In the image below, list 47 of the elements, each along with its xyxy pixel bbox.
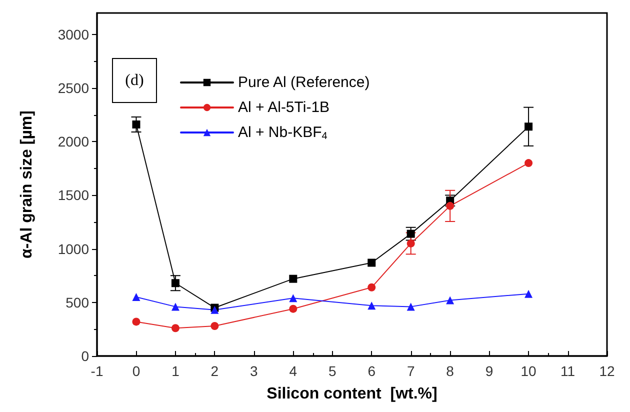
annotation: (d) xyxy=(125,72,144,89)
point xyxy=(289,274,298,283)
point xyxy=(132,120,140,128)
point xyxy=(132,293,140,302)
x-tick-label: 5 xyxy=(328,363,336,379)
y-tick-label: 500 xyxy=(66,294,90,310)
y-tick-label: 1000 xyxy=(58,240,90,257)
x-tick-label: 10 xyxy=(520,363,537,379)
x-tick-label: 8 xyxy=(446,363,454,379)
point xyxy=(406,302,415,311)
x-tick-label: 2 xyxy=(210,363,219,379)
point xyxy=(368,283,376,292)
point xyxy=(524,159,533,168)
legend-label: Pure Al (Reference) xyxy=(238,74,370,91)
x-tick-label: 11 xyxy=(560,363,576,379)
point xyxy=(524,122,533,131)
y-tick-label: 0 xyxy=(81,348,90,364)
x-tick-label: 6 xyxy=(368,363,376,379)
point xyxy=(171,324,180,332)
x-tick-label: 12 xyxy=(599,363,615,379)
y-tick-label: 1500 xyxy=(58,187,90,204)
y-tick-label: 2000 xyxy=(58,134,90,150)
x-tick-label: 9 xyxy=(485,363,494,379)
point xyxy=(406,230,415,238)
point xyxy=(368,302,376,310)
point xyxy=(132,318,140,326)
point xyxy=(289,304,298,313)
x-tick-label: 3 xyxy=(250,363,258,379)
x-tick-label: 4 xyxy=(289,363,298,379)
point xyxy=(446,202,454,210)
x-tick-label: 0 xyxy=(132,363,140,379)
y-axis-title: α-Al grain size [µm] xyxy=(18,110,36,258)
point xyxy=(406,239,415,248)
point xyxy=(524,290,533,298)
point xyxy=(446,296,454,304)
x-axis-title: Silicon content [wt.%] xyxy=(266,386,438,402)
x-tick-label: 1 xyxy=(172,363,180,379)
y-tick-label: 3000 xyxy=(58,26,90,42)
point xyxy=(368,258,376,267)
point xyxy=(210,322,219,330)
point xyxy=(289,294,298,302)
y-tick-label: 2500 xyxy=(58,80,90,96)
legend-label: Al + Al-5Ti-1B xyxy=(238,99,330,116)
x-tick-label: -1 xyxy=(90,363,104,379)
x-tick-label: 7 xyxy=(406,363,415,379)
point xyxy=(171,302,180,311)
point xyxy=(171,279,180,288)
